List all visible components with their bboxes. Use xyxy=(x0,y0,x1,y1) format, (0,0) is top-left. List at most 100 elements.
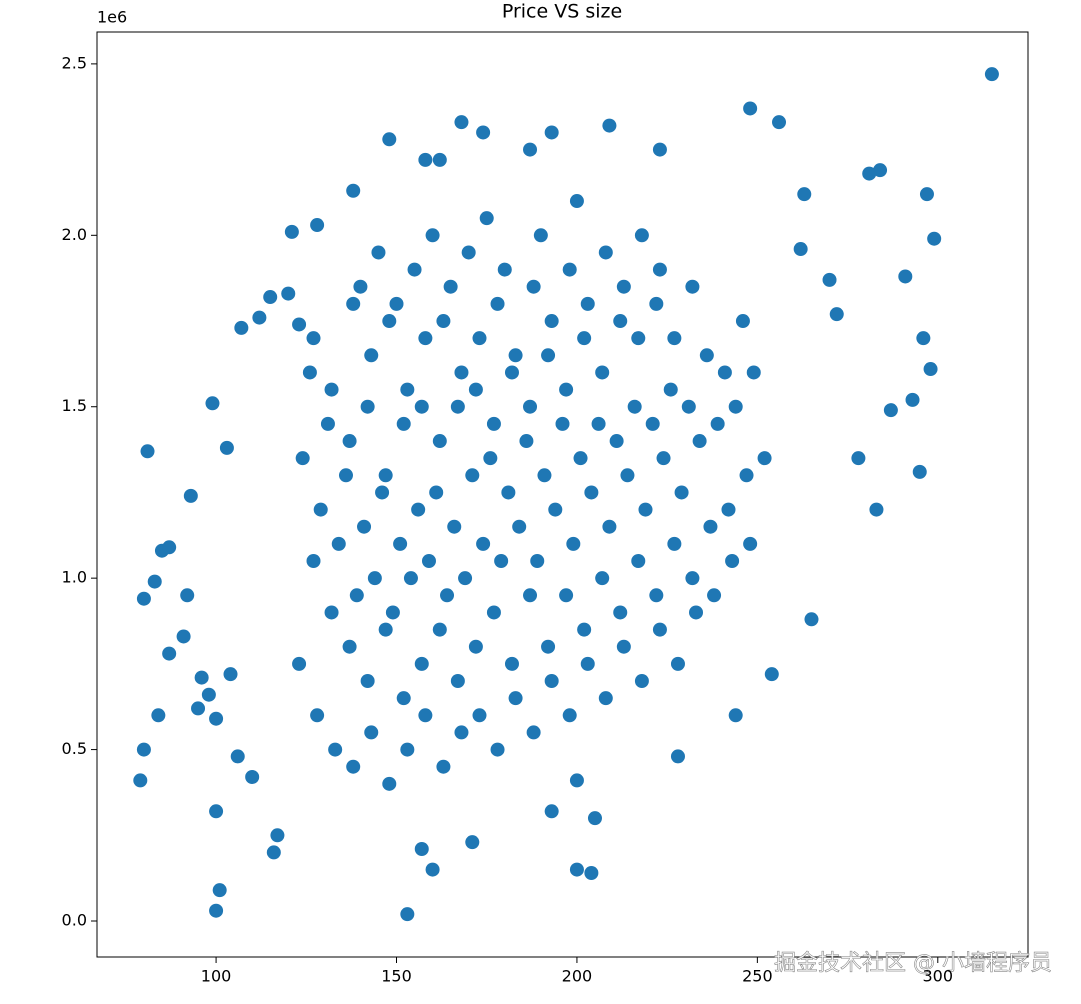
point xyxy=(147,574,162,589)
point xyxy=(685,571,700,586)
point xyxy=(602,118,617,133)
point xyxy=(587,811,602,826)
point xyxy=(324,605,339,620)
point xyxy=(468,382,483,397)
point xyxy=(620,468,635,483)
point xyxy=(176,629,191,644)
y-tick-label: 1.5 xyxy=(62,396,87,415)
point xyxy=(634,674,649,689)
point xyxy=(183,488,198,503)
point xyxy=(465,835,480,850)
point xyxy=(508,691,523,706)
point xyxy=(873,163,888,178)
point xyxy=(342,639,357,654)
point xyxy=(270,828,285,843)
point xyxy=(728,708,743,723)
point xyxy=(573,451,588,466)
point xyxy=(580,296,595,311)
point xyxy=(494,554,509,569)
point xyxy=(310,708,325,723)
x-tick-label: 300 xyxy=(923,967,954,986)
point xyxy=(725,554,740,569)
point xyxy=(519,434,534,449)
point xyxy=(577,331,592,346)
point xyxy=(310,218,325,233)
point xyxy=(414,399,429,414)
point xyxy=(595,571,610,586)
point xyxy=(396,416,411,431)
point xyxy=(613,605,628,620)
point xyxy=(526,279,541,294)
point xyxy=(544,674,559,689)
point xyxy=(201,687,216,702)
point xyxy=(569,194,584,209)
point xyxy=(523,588,538,603)
point xyxy=(364,348,379,363)
point xyxy=(411,502,426,517)
point xyxy=(136,591,151,606)
point xyxy=(346,183,361,198)
point xyxy=(512,519,527,534)
point xyxy=(530,554,545,569)
point xyxy=(461,245,476,260)
y-tick-label: 2.0 xyxy=(62,225,87,244)
point xyxy=(245,770,260,785)
point xyxy=(645,416,660,431)
point xyxy=(822,272,837,287)
point xyxy=(281,286,296,301)
point xyxy=(916,331,931,346)
point xyxy=(418,331,433,346)
point xyxy=(569,862,584,877)
point xyxy=(609,434,624,449)
point xyxy=(919,187,934,202)
point xyxy=(353,279,368,294)
point xyxy=(252,310,267,325)
x-tick-label: 100 xyxy=(201,967,232,986)
point xyxy=(667,331,682,346)
point xyxy=(328,742,343,757)
point xyxy=(140,444,155,459)
point xyxy=(465,468,480,483)
point xyxy=(721,502,736,517)
point xyxy=(212,883,227,898)
point xyxy=(450,674,465,689)
point xyxy=(533,228,548,243)
point xyxy=(584,866,599,881)
point xyxy=(306,554,321,569)
point xyxy=(458,571,473,586)
y-tick-label: 2.5 xyxy=(62,53,87,72)
point xyxy=(526,725,541,740)
point xyxy=(349,588,364,603)
point xyxy=(389,296,404,311)
point xyxy=(652,262,667,277)
point xyxy=(385,605,400,620)
point xyxy=(223,667,238,682)
point xyxy=(302,365,317,380)
point xyxy=(295,451,310,466)
point xyxy=(476,536,491,551)
point xyxy=(400,907,415,922)
point xyxy=(707,588,722,603)
point xyxy=(486,416,501,431)
point xyxy=(631,554,646,569)
point xyxy=(476,125,491,140)
point xyxy=(483,451,498,466)
point xyxy=(580,656,595,671)
point xyxy=(414,656,429,671)
point xyxy=(205,396,220,411)
point xyxy=(652,142,667,157)
point xyxy=(194,670,209,685)
point xyxy=(378,468,393,483)
point xyxy=(425,228,440,243)
point xyxy=(454,115,469,130)
x-tick-label: 200 xyxy=(562,967,593,986)
point xyxy=(378,622,393,637)
point xyxy=(429,485,444,500)
point xyxy=(927,231,942,246)
point xyxy=(436,314,451,329)
point xyxy=(851,451,866,466)
point xyxy=(454,365,469,380)
point xyxy=(652,622,667,637)
point xyxy=(364,725,379,740)
point xyxy=(432,152,447,167)
